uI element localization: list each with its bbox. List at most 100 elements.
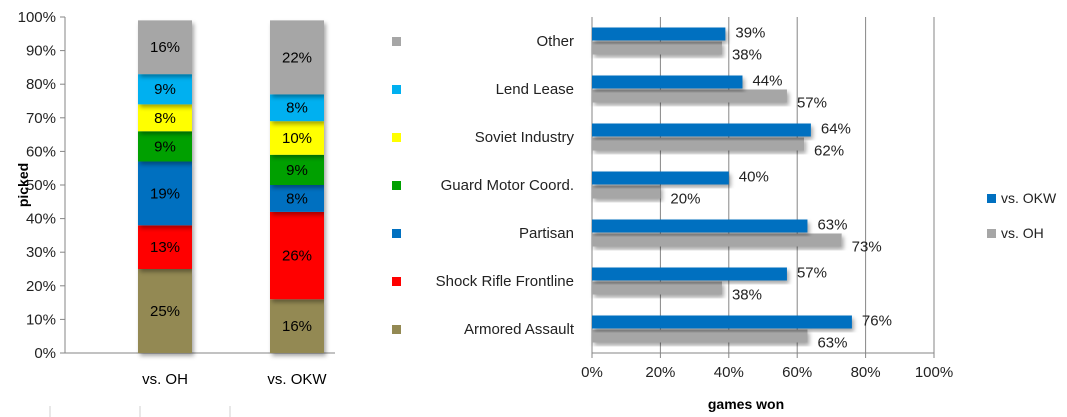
bar-value-label: 57%	[797, 95, 827, 112]
x-tick-label: 60%	[782, 364, 812, 381]
bar-value-label: 62%	[814, 143, 844, 160]
segment-value-label: 10%	[282, 130, 312, 147]
stacked-bar-chart: 0% 10% 20% 30% 40% 50% 60% 70% 80% 90% 100% picked 2…	[15, 9, 335, 417]
y-category-label: Armored Assault	[464, 321, 575, 338]
bar-value-label: 40%	[739, 169, 769, 186]
bar-vs-okw	[592, 123, 811, 137]
bar-value-label: 44%	[752, 73, 782, 90]
legend-swatch	[987, 229, 996, 238]
category-color-marker	[392, 85, 401, 94]
stacked-segment	[138, 104, 192, 132]
segment-value-label: 9%	[154, 81, 176, 98]
stacked-segment	[138, 161, 192, 226]
bar-value-label: 76%	[862, 313, 892, 330]
bar-vs-oh	[592, 329, 808, 343]
y-tick-label: 70%	[26, 110, 56, 127]
segment-value-label: 9%	[154, 138, 176, 155]
legend-label: vs. OKW	[1001, 190, 1057, 206]
bar-vs-oh	[592, 137, 805, 151]
segment-value-label: 8%	[286, 190, 308, 207]
category-color-marker	[392, 277, 401, 286]
segment-value-label: 22%	[282, 49, 312, 66]
bar-vs-okw	[592, 219, 808, 233]
bar-vs-okw	[592, 267, 787, 281]
bar-value-label: 63%	[817, 335, 847, 352]
games-won-bar-chart: 0% 20% 40% 60% 80% 100% games won Other 39% 38% Le…	[436, 17, 953, 412]
x-tick-label: 40%	[714, 364, 744, 381]
category-color-marker	[392, 133, 401, 142]
category-color-marker	[392, 37, 401, 46]
segment-value-label: 19%	[150, 185, 180, 202]
y-tick-label: 60%	[26, 143, 56, 160]
stacked-segment	[138, 269, 192, 353]
x-tick-label: 20%	[645, 364, 675, 381]
x-tick-label: 80%	[851, 364, 881, 381]
x-axis-title: games won	[708, 396, 784, 412]
bar-value-label: 64%	[821, 121, 851, 138]
y-category-label: Partisan	[519, 225, 574, 242]
y-tick-label: 90%	[26, 43, 56, 60]
segment-value-label: 25%	[150, 303, 180, 320]
category-color-marker	[392, 181, 401, 190]
bar-value-label: 57%	[797, 265, 827, 282]
y-tick-label: 100%	[18, 9, 56, 26]
y-axis-title: picked	[15, 163, 31, 207]
segment-value-label: 13%	[150, 239, 180, 256]
bar-vs-okw	[592, 75, 743, 89]
x-category-label: vs. OKW	[267, 371, 327, 388]
x-tick-label: 100%	[915, 364, 953, 381]
category-color-marker	[392, 229, 401, 238]
bar-value-label: 63%	[817, 217, 847, 234]
stacked-segment	[270, 299, 324, 353]
y-tick-label: 10%	[26, 311, 56, 328]
stacked-segment	[270, 211, 324, 300]
stacked-segment	[138, 20, 192, 75]
category-color-marker	[392, 325, 401, 334]
y-tick-label: 80%	[26, 76, 56, 93]
bar-vs-okw	[592, 315, 852, 329]
stacked-segment	[270, 121, 324, 155]
segment-value-label: 8%	[154, 110, 176, 127]
segment-value-label: 16%	[282, 318, 312, 335]
bar-vs-oh	[592, 281, 722, 295]
category-color-legend	[392, 37, 401, 334]
bar-value-label: 20%	[670, 191, 700, 208]
y-tick-label: 30%	[26, 244, 56, 261]
bar-value-label: 73%	[852, 239, 882, 256]
bar-vs-oh	[592, 89, 787, 103]
bar-value-label: 38%	[732, 47, 762, 64]
y-tick-label: 40%	[26, 211, 56, 228]
y-tick-label: 20%	[26, 278, 56, 295]
stacked-segment	[138, 74, 192, 105]
y-category-label: Lend Lease	[496, 81, 574, 98]
bar-vs-okw	[592, 27, 726, 41]
segment-value-label: 16%	[150, 39, 180, 56]
series-legend: vs. OKW vs. OH	[987, 190, 1057, 241]
stacked-segment	[270, 20, 324, 95]
y-category-label: Guard Motor Coord.	[441, 177, 574, 194]
legend-swatch	[987, 194, 996, 203]
stacked-segment	[138, 131, 192, 162]
x-tick-label: 0%	[581, 364, 603, 381]
y-tick-label: 0%	[34, 345, 56, 362]
segment-value-label: 9%	[286, 162, 308, 179]
bar-vs-oh	[592, 233, 842, 247]
bar-vs-oh	[592, 41, 722, 55]
stacked-segment	[138, 225, 192, 269]
stacked-segment	[270, 94, 324, 122]
y-tick-label: 50%	[26, 177, 56, 194]
y-category-label: Soviet Industry	[475, 129, 575, 146]
bar-value-label: 38%	[732, 287, 762, 304]
segment-value-label: 8%	[286, 100, 308, 117]
y-category-label: Other	[536, 33, 574, 50]
segment-value-label: 26%	[282, 248, 312, 265]
x-category-label: vs. OH	[142, 371, 188, 388]
bar-vs-okw	[592, 171, 729, 185]
bar-value-label: 39%	[735, 25, 765, 42]
bar-vs-oh	[592, 185, 661, 199]
stacked-segment	[270, 154, 324, 185]
legend-label: vs. OH	[1001, 225, 1044, 241]
y-category-label: Shock Rifle Frontline	[436, 273, 574, 290]
stacked-segment	[270, 185, 324, 212]
